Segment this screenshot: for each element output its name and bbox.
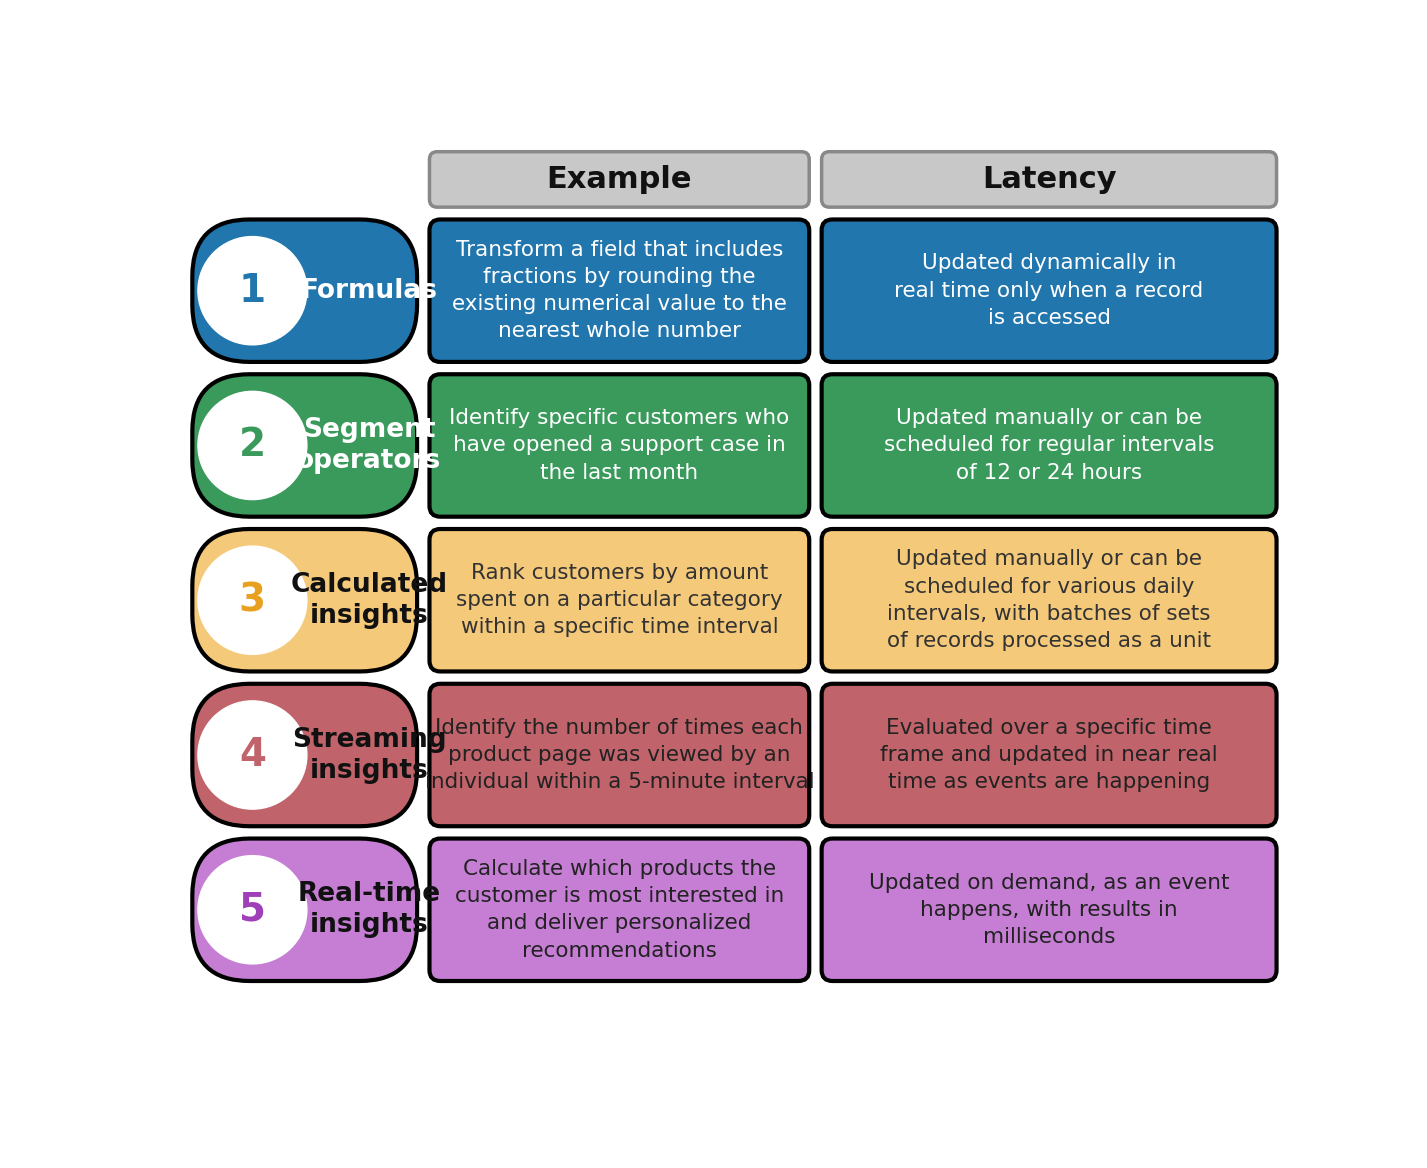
Text: Updated dynamically in
real time only when a record
is accessed: Updated dynamically in real time only wh… [895, 253, 1204, 328]
Text: Streaming
insights: Streaming insights [291, 726, 447, 784]
Text: Updated manually or can be
scheduled for regular intervals
of 12 or 24 hours: Updated manually or can be scheduled for… [883, 409, 1214, 482]
Text: Identify specific customers who
have opened a support case in
the last month: Identify specific customers who have ope… [450, 409, 789, 482]
Text: 3: 3 [238, 582, 265, 619]
FancyBboxPatch shape [430, 152, 809, 207]
Text: 5: 5 [238, 891, 265, 929]
Text: Evaluated over a specific time
frame and updated in near real
time as events are: Evaluated over a specific time frame and… [880, 718, 1217, 792]
FancyBboxPatch shape [430, 374, 809, 516]
Text: Example: Example [547, 165, 692, 194]
FancyBboxPatch shape [430, 683, 809, 826]
Text: Formulas: Formulas [301, 278, 438, 304]
FancyBboxPatch shape [193, 374, 417, 516]
Text: 1: 1 [238, 272, 265, 310]
Circle shape [198, 547, 307, 654]
Text: 4: 4 [238, 736, 265, 774]
FancyBboxPatch shape [430, 220, 809, 362]
FancyBboxPatch shape [822, 152, 1277, 207]
FancyBboxPatch shape [430, 839, 809, 981]
Text: 2: 2 [238, 426, 265, 465]
FancyBboxPatch shape [822, 220, 1277, 362]
Circle shape [198, 701, 307, 809]
FancyBboxPatch shape [822, 683, 1277, 826]
Text: Transform a field that includes
fractions by rounding the
existing numerical val: Transform a field that includes fraction… [452, 239, 786, 341]
Circle shape [198, 856, 307, 964]
Text: Real-time
insights: Real-time insights [297, 882, 441, 938]
FancyBboxPatch shape [193, 220, 417, 362]
FancyBboxPatch shape [822, 839, 1277, 981]
Text: Updated manually or can be
scheduled for various daily
intervals, with batches o: Updated manually or can be scheduled for… [888, 549, 1212, 651]
Text: Rank customers by amount
spent on a particular category
within a specific time i: Rank customers by amount spent on a part… [457, 563, 782, 638]
FancyBboxPatch shape [430, 529, 809, 672]
Text: Latency: Latency [982, 165, 1116, 194]
FancyBboxPatch shape [193, 529, 417, 672]
Circle shape [198, 237, 307, 345]
FancyBboxPatch shape [822, 529, 1277, 672]
Text: Calculate which products the
customer is most interested in
and deliver personal: Calculate which products the customer is… [455, 858, 783, 960]
Text: Updated on demand, as an event
happens, with results in
milliseconds: Updated on demand, as an event happens, … [869, 872, 1229, 947]
Text: Identify the number of times each
product page was viewed by an
individual withi: Identify the number of times each produc… [425, 718, 815, 792]
FancyBboxPatch shape [193, 839, 417, 981]
Circle shape [198, 391, 307, 500]
Text: Segment
operators: Segment operators [297, 417, 441, 474]
FancyBboxPatch shape [822, 374, 1277, 516]
FancyBboxPatch shape [193, 683, 417, 826]
Text: Calculated
insights: Calculated insights [290, 571, 448, 628]
